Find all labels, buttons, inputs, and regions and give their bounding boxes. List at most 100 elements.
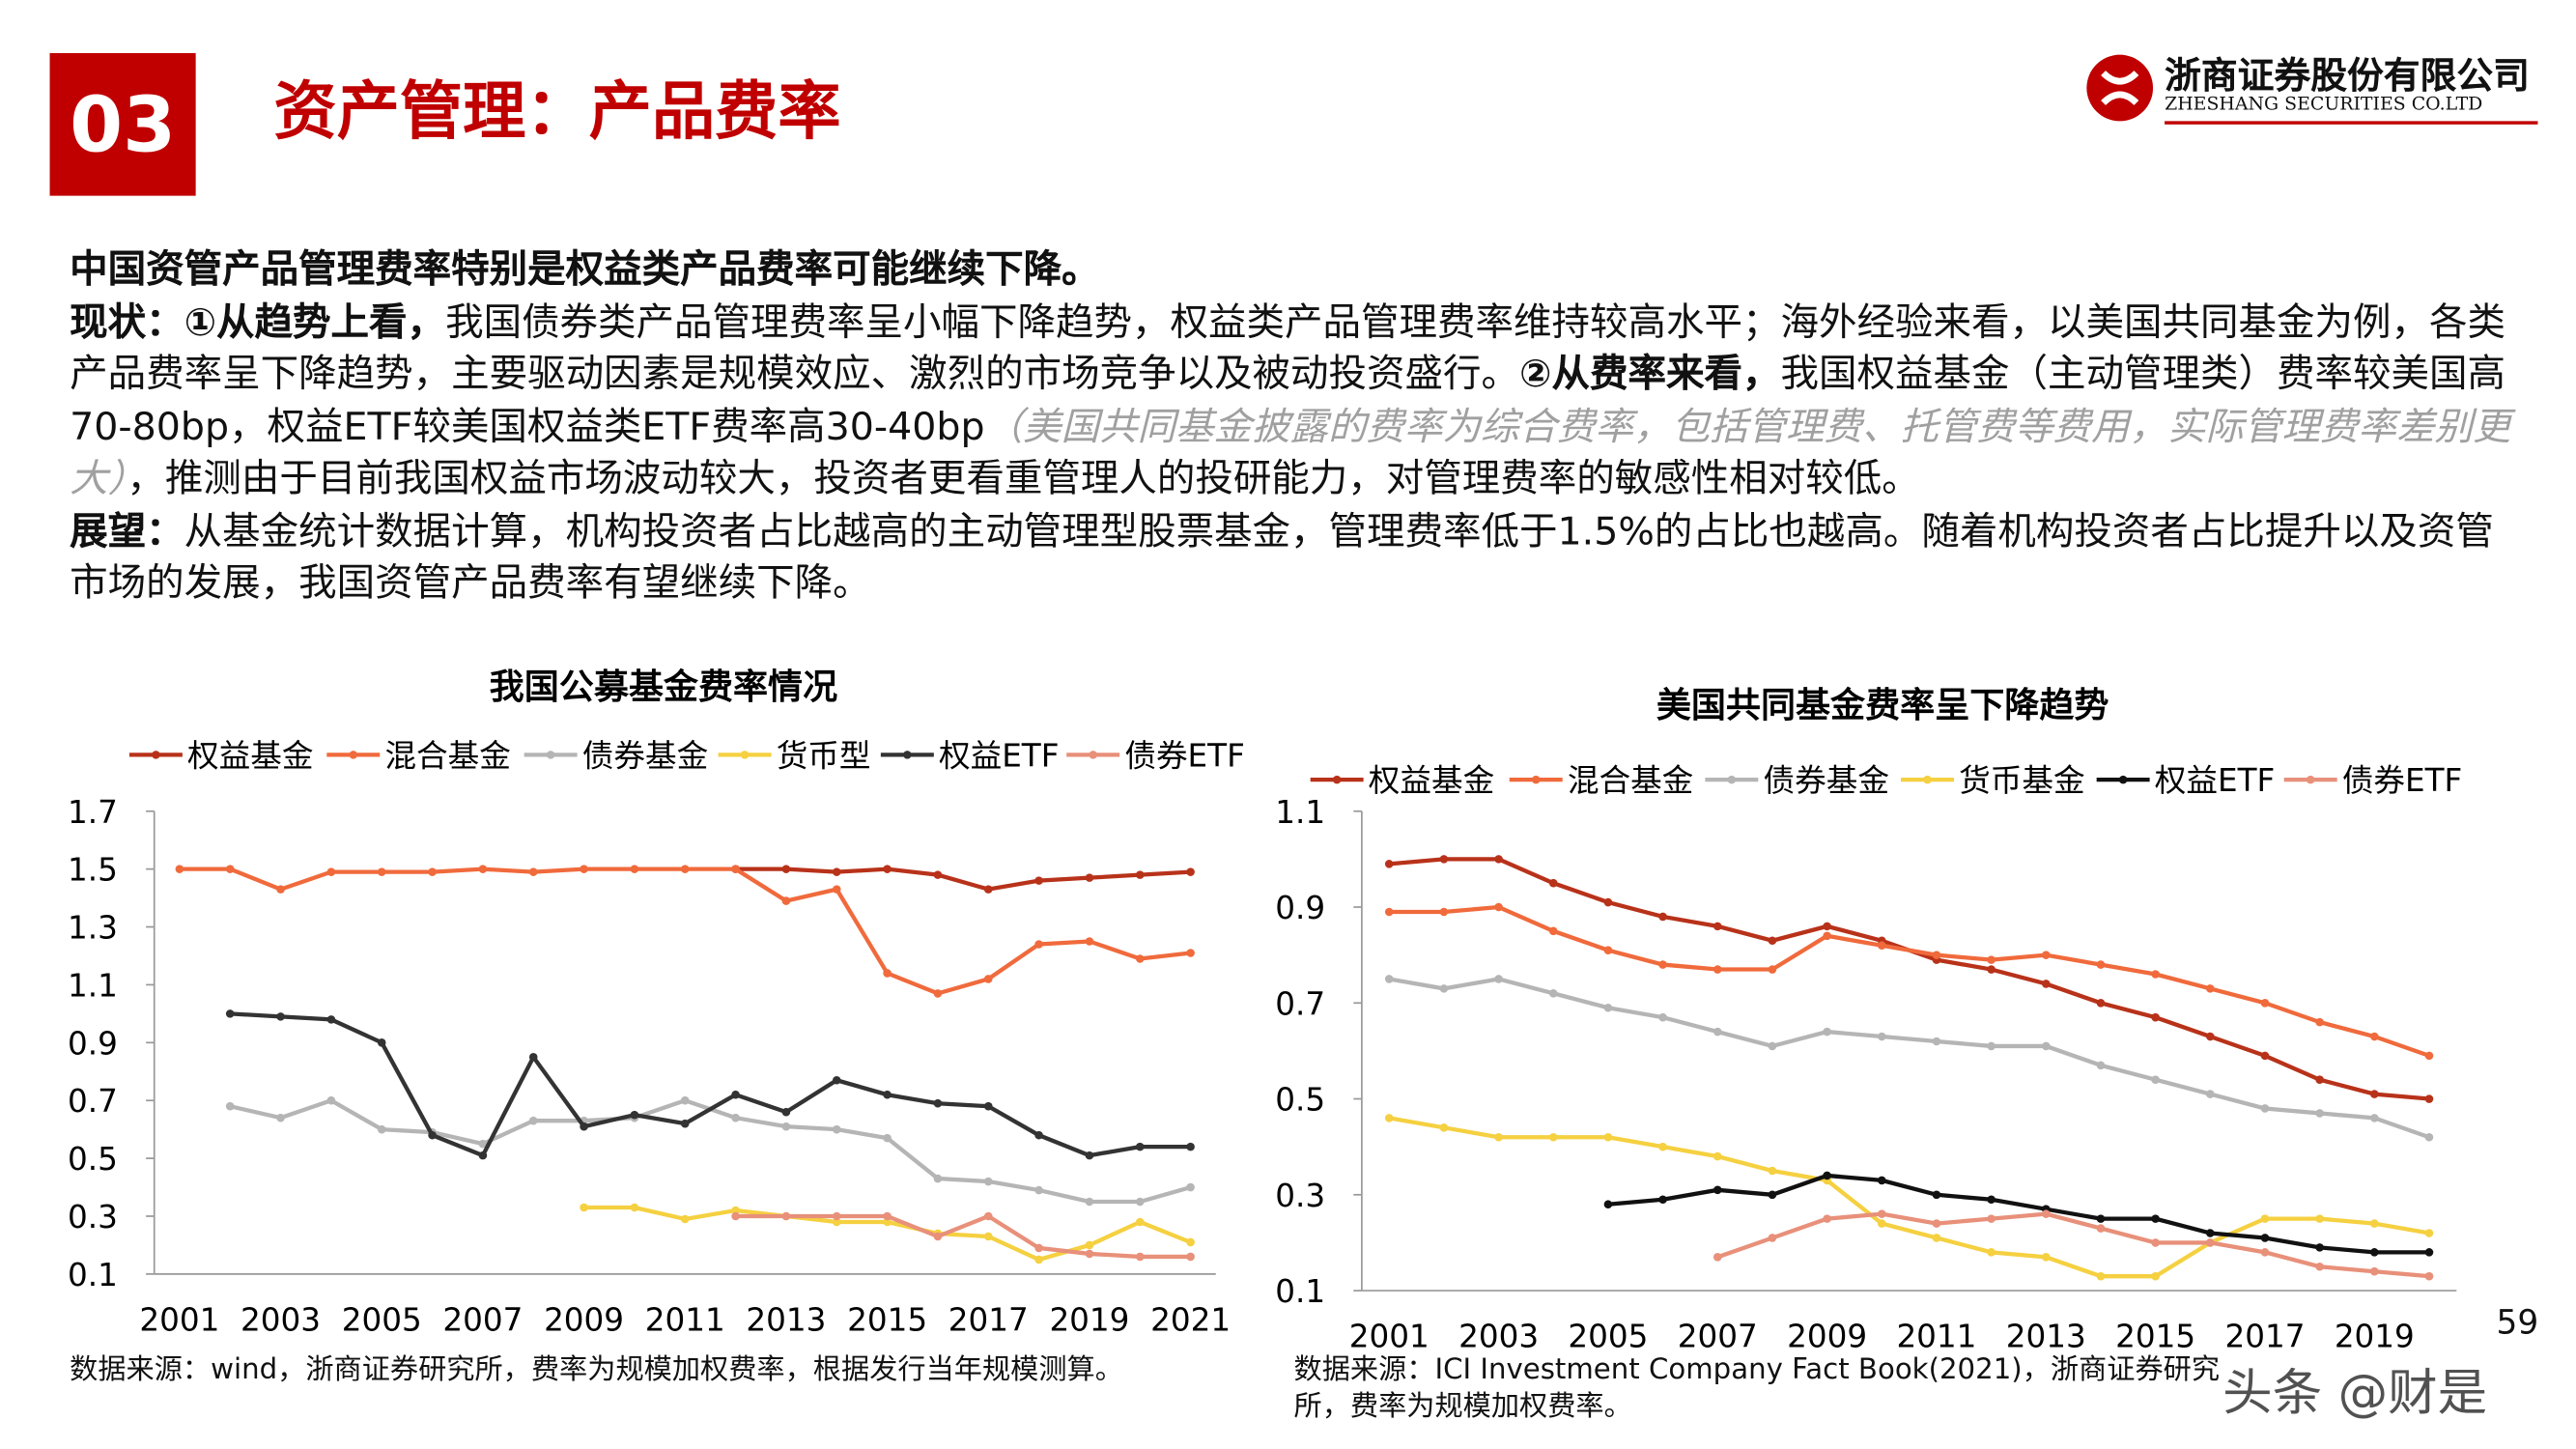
data-point: [1823, 931, 1831, 941]
data-point: [428, 1130, 437, 1140]
data-point: [1384, 907, 1394, 917]
data-point: [883, 865, 892, 873]
x-tick-label: 2003: [241, 1301, 321, 1338]
data-point: [1713, 1185, 1722, 1195]
data-point: [377, 867, 386, 876]
data-point: [883, 1211, 892, 1221]
data-point: [1186, 1237, 1195, 1247]
series-line: [1388, 1116, 2430, 1279]
legend-label: 混合基金: [1568, 762, 1693, 799]
data-point: [1658, 960, 1667, 969]
data-point: [1548, 989, 1558, 998]
data-point: [2370, 1248, 2379, 1257]
y-tick-label: 0.9: [1275, 890, 1325, 926]
data-point: [1384, 1114, 1394, 1122]
point: ①从趋势上看，: [184, 300, 446, 345]
data-point: [630, 865, 639, 873]
legend-label: 权益ETF: [939, 737, 1060, 774]
data-point: [1877, 941, 1886, 951]
data-point: [1186, 1252, 1195, 1262]
data-point: [528, 1116, 538, 1125]
data-point: [933, 1174, 943, 1183]
data-point: [2260, 1214, 2270, 1223]
data-point: [2041, 951, 2051, 959]
data-point: [1987, 1214, 1996, 1223]
data-point: [2041, 1253, 2051, 1262]
data-point: [2206, 1229, 2215, 1237]
data-point: [1987, 1248, 1996, 1257]
data-point: [832, 1217, 841, 1227]
data-point: [1494, 855, 1503, 864]
x-tick-label: 2019: [2335, 1318, 2415, 1354]
data-point: [1987, 955, 1996, 964]
logo-glyph: [2101, 71, 2139, 106]
data-point: [1877, 1176, 1886, 1185]
data-point: [1034, 1255, 1043, 1264]
data-point: [276, 1012, 285, 1021]
data-point: [1384, 975, 1394, 983]
data-point: [832, 1211, 841, 1221]
data-point: [731, 1211, 740, 1221]
legend-marker: [1332, 775, 1342, 784]
data-point: [1987, 1195, 1996, 1205]
logo: [2086, 54, 2154, 122]
data-point: [1494, 902, 1503, 912]
legend-marker: [1923, 775, 1932, 784]
data-point: [1932, 1219, 1941, 1228]
data-point: [1548, 878, 1558, 888]
data-point: [1494, 1132, 1503, 1142]
data-point: [2151, 1214, 2160, 1223]
watermark: 头条 @财是: [2222, 1365, 2488, 1424]
data-point: [1135, 1217, 1145, 1227]
data-point: [1877, 1219, 1886, 1228]
data-point: [1987, 965, 1996, 974]
data-point: [1932, 1190, 1941, 1200]
data-point: [1823, 1214, 1831, 1223]
data-point: [1658, 1142, 1667, 1151]
legend-label: 货币型: [777, 737, 871, 774]
data-point: [680, 1095, 690, 1105]
y-tick-label: 1.1: [1275, 794, 1325, 831]
company-name: 浙商证券股份有限公司: [2165, 54, 2530, 99]
x-tick-label: 2005: [1568, 1318, 1648, 1354]
legend-marker: [152, 751, 160, 759]
data-point: [2041, 1041, 2051, 1051]
company-name-en: ZHESHANG SECURITIES CO.LTD: [2165, 93, 2483, 115]
data-point: [1768, 936, 1777, 946]
data-point: [1034, 876, 1043, 885]
x-tick-label: 2009: [1787, 1318, 1867, 1354]
data-point: [983, 1211, 993, 1221]
note: （美国共同基金披露的费率为综合费率，包括管理费、托管费等费用，实际管理费率差别更…: [70, 405, 2511, 501]
data-point: [225, 865, 235, 873]
y-tick-label: 0.3: [68, 1199, 118, 1236]
data-point: [883, 969, 892, 978]
data-point: [1135, 1197, 1145, 1207]
data-point: [983, 975, 993, 983]
data-point: [1713, 1151, 1722, 1161]
x-tick-label: 2007: [442, 1301, 523, 1338]
data-point: [781, 865, 791, 873]
data-point: [731, 1113, 740, 1122]
data-point: [1085, 1151, 1094, 1160]
data-point: [1658, 1195, 1667, 1205]
x-tick-label: 2013: [746, 1301, 826, 1338]
data-point: [883, 1133, 892, 1143]
data-point: [781, 896, 791, 905]
data-point: [1085, 1197, 1094, 1207]
data-point: [528, 1053, 538, 1062]
logo-circle: [2086, 54, 2154, 122]
data-point: [1135, 1142, 1145, 1151]
data-point: [276, 885, 285, 894]
data-point: [1494, 975, 1503, 983]
status-paragraph: 现状：①从趋势上看，我国债券类产品管理费率呈小幅下降趋势，权益类产品管理费率维持…: [70, 298, 2525, 506]
data-point: [1135, 1252, 1145, 1262]
x-tick-label: 2015: [847, 1301, 927, 1338]
section-block: 03: [49, 52, 196, 196]
data-point: [933, 870, 943, 879]
data-point: [1603, 1132, 1613, 1142]
x-tick-label: 2003: [1458, 1318, 1539, 1354]
data-point: [2315, 1243, 2324, 1252]
data-point: [1713, 965, 1722, 974]
legend-marker: [2118, 775, 2128, 784]
text: 我国权益基金（主动管理类）费率较美国高70-80bp，权益ETF较美国权益类ET…: [70, 353, 2505, 449]
